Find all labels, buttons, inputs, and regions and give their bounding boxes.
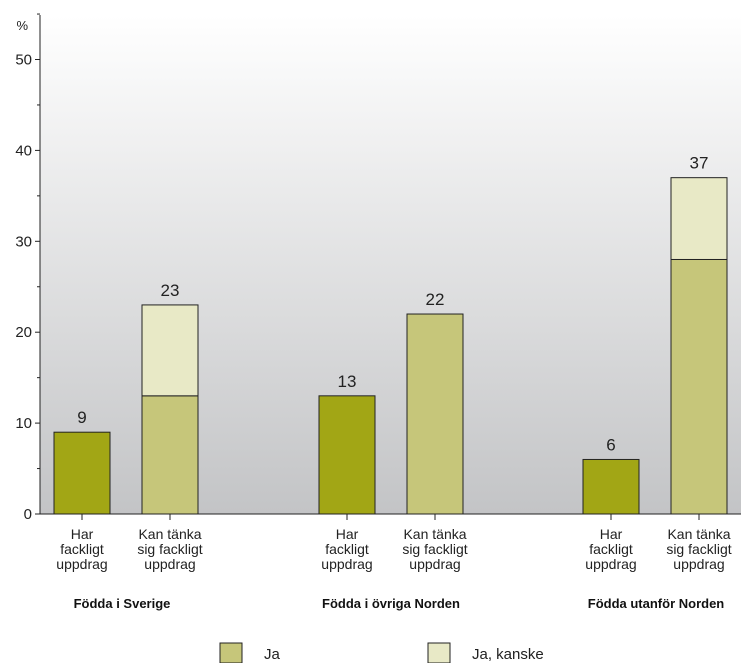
bar-value-label: 23: [161, 281, 180, 300]
bar-ja: [318, 395, 376, 515]
legend: Ja Ja, kanske: [219, 642, 544, 663]
category-label: uppdrag: [144, 556, 195, 572]
group-label: Födda utanför Norden: [588, 596, 725, 611]
y-tick-label: 20: [15, 324, 32, 341]
category-label: uppdrag: [409, 556, 460, 572]
bar-ja: [406, 313, 464, 515]
y-axis-unit-label: %: [16, 18, 28, 33]
category-label: fackligt: [60, 541, 104, 557]
category-label: uppdrag: [585, 556, 636, 572]
category-label: sig fackligt: [402, 541, 467, 557]
y-tick-label: 40: [15, 142, 32, 159]
category-label: fackligt: [589, 541, 633, 557]
y-tick-label: 10: [15, 415, 32, 432]
legend-swatch: [219, 642, 243, 663]
category-label: uppdrag: [321, 556, 372, 572]
y-axis: % 0 10 20 30 40 50: [15, 13, 41, 523]
legend-label: Ja, kanske: [472, 646, 544, 663]
bar-value-label: 13: [338, 372, 357, 391]
category-label: uppdrag: [673, 556, 724, 572]
bar-value-label: 9: [77, 408, 86, 427]
category-label: Kan tänka: [138, 526, 201, 542]
category-label: Kan tänka: [403, 526, 466, 542]
category-label: fackligt: [325, 541, 369, 557]
category-label: Har: [71, 526, 94, 542]
category-label: Kan tänka: [667, 526, 730, 542]
y-tick-label: 30: [15, 233, 32, 250]
y-tick-label: 0: [24, 506, 32, 523]
category-label: uppdrag: [56, 556, 107, 572]
category-label: sig fackligt: [137, 541, 202, 557]
bars: 9 23 13 22 6 37: [53, 154, 728, 515]
bar-ja-kanske: [670, 177, 728, 260]
bar-ja: [582, 458, 640, 515]
bar-value-label: 22: [426, 290, 445, 309]
bar-ja: [53, 431, 111, 515]
bar-ja: [670, 258, 728, 515]
bar-value-label: 37: [690, 154, 709, 173]
y-tick-label: 50: [15, 52, 32, 69]
group-label: Födda i Sverige: [74, 596, 171, 611]
category-label: Har: [336, 526, 359, 542]
category-label: sig fackligt: [666, 541, 731, 557]
category-label: Har: [600, 526, 623, 542]
bar-value-label: 6: [606, 435, 615, 454]
group-label: Födda i övriga Norden: [322, 596, 460, 611]
bar-ja: [141, 395, 199, 515]
legend-label: Ja: [264, 646, 281, 663]
bar-ja-kanske: [141, 304, 199, 397]
legend-swatch: [427, 642, 451, 663]
